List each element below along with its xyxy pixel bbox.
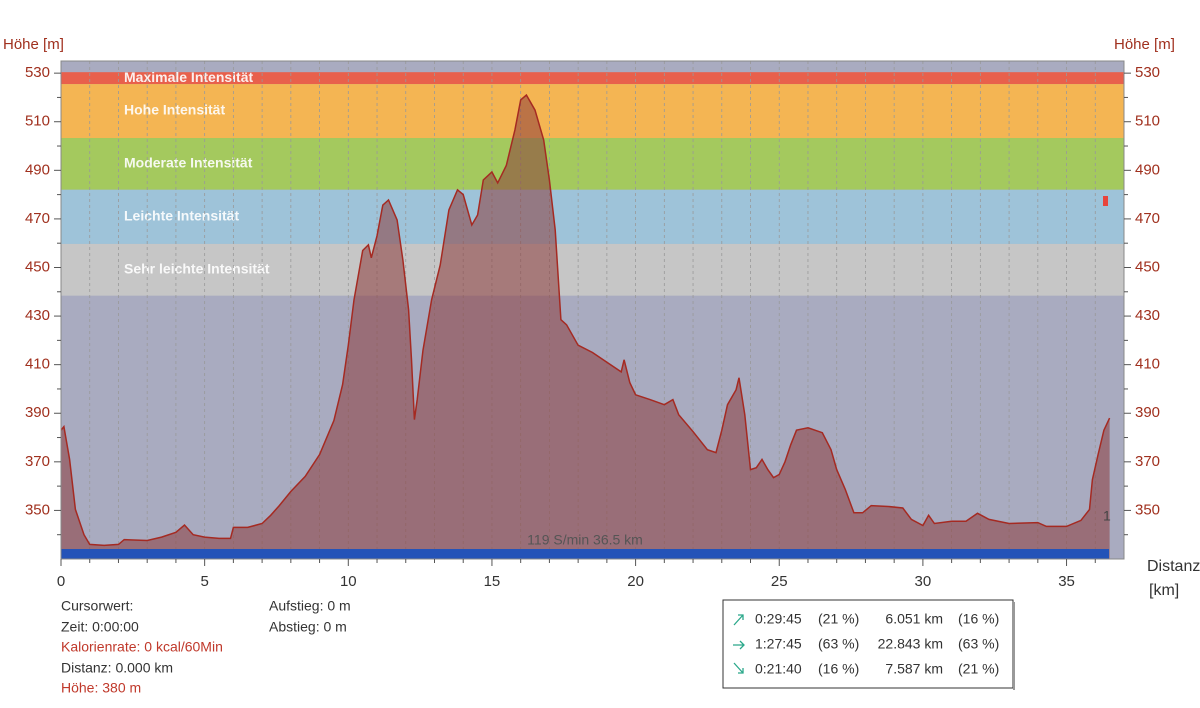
area-fill xyxy=(61,95,1110,559)
info-text: Cursorwert: xyxy=(61,598,133,614)
zone-band xyxy=(61,189,1124,244)
profile-line xyxy=(60,93,1111,547)
arrow-flat xyxy=(733,640,745,650)
stats-cell: (21 %) xyxy=(958,661,999,677)
stats-cell: 0:29:45 xyxy=(755,611,802,627)
arrow-up xyxy=(733,614,744,626)
x-tick-label: 15 xyxy=(484,573,501,590)
info-text: Distanz: 0.000 km xyxy=(61,660,173,676)
stats-cell: 7.587 km xyxy=(885,661,943,677)
x-tick-label: 0 xyxy=(57,573,65,590)
y-tick-label: 410 xyxy=(25,356,50,373)
info-text: Kalorienrate: 0 kcal/60Min xyxy=(61,639,223,655)
stats-cell: 0:21:40 xyxy=(755,661,802,677)
y-tick-label: 470 xyxy=(25,210,50,227)
zone-band xyxy=(61,138,1124,190)
y-axis-label: Höhe [m] xyxy=(3,36,64,53)
zone-band xyxy=(61,84,1124,139)
annotation: 119 S/min 36.5 km xyxy=(527,532,643,548)
y2-tick-label: 470 xyxy=(1135,210,1160,227)
y2-tick-label: 490 xyxy=(1135,161,1160,178)
stats-cell: (21 %) xyxy=(818,611,859,627)
y2-tick-label: 450 xyxy=(1135,258,1160,275)
y2-tick-label: 430 xyxy=(1135,307,1160,324)
zone-label: Sehr leichte Intensität xyxy=(124,260,270,276)
stats-cell: (63 %) xyxy=(958,636,999,652)
zone-label: Hohe Intensität xyxy=(124,102,225,118)
x-tick-label: 30 xyxy=(915,573,932,590)
y2-tick-label: 510 xyxy=(1135,113,1160,130)
x-axis-unit: [km] xyxy=(1149,582,1179,599)
y-tick-label: 370 xyxy=(25,453,50,470)
stats-cell: (63 %) xyxy=(818,636,859,652)
stats-table: 0:29:45 (21 %) 6.051 km (16 %) 1:27:45 (63 %)… xyxy=(755,611,999,677)
y-tick-label: 350 xyxy=(25,501,50,518)
zone-label: Maximale Intensität xyxy=(124,69,253,85)
stats-cell: 22.843 km xyxy=(878,636,943,652)
y2-tick-label: 410 xyxy=(1135,356,1160,373)
x-tick-label: 25 xyxy=(771,573,788,590)
profile xyxy=(60,93,1111,559)
stats-cell: (16 %) xyxy=(818,661,859,677)
arrow-down xyxy=(733,662,744,674)
marker-label: 1 xyxy=(1103,508,1111,524)
plot-frame xyxy=(60,60,1125,560)
distance-bar xyxy=(61,549,1109,559)
y2-axis-label: Höhe [m] xyxy=(1114,36,1175,53)
x-axis-label: Distanz xyxy=(1147,558,1200,575)
y-tick-label: 530 xyxy=(25,64,50,81)
info-text: Höhe: 380 m xyxy=(61,680,141,696)
stats-box xyxy=(722,599,1014,689)
y-tick-label: 390 xyxy=(25,404,50,421)
y-tick-label: 510 xyxy=(25,113,50,130)
stats-cell: 1:27:45 xyxy=(755,636,802,652)
stats-cell: 6.051 km xyxy=(885,611,943,627)
zone-label: Leichte Intensität xyxy=(124,208,239,224)
zone-label: Moderate Intensität xyxy=(124,155,253,171)
y2-tick-label: 370 xyxy=(1135,453,1160,470)
y-tick-label: 490 xyxy=(25,161,50,178)
arrows xyxy=(733,614,745,674)
zone-band xyxy=(61,72,1124,85)
info-text: Zeit: 0:00:00 xyxy=(61,619,139,635)
y2-tick-label: 390 xyxy=(1135,404,1160,421)
x-tick-label: 35 xyxy=(1058,573,1075,590)
y2-tick-label: 350 xyxy=(1135,501,1160,518)
y2-tick-label: 530 xyxy=(1135,64,1160,81)
x-tick-label: 20 xyxy=(627,573,644,590)
x-tick-label: 5 xyxy=(200,573,208,590)
info-text: Abstieg: 0 m xyxy=(269,619,347,635)
y-tick-label: 430 xyxy=(25,307,50,324)
stats-cell: (16 %) xyxy=(958,611,999,627)
y-tick-label: 450 xyxy=(25,258,50,275)
zone-band xyxy=(61,243,1124,296)
zones: Maximale Intensität Hohe Intensität Modera… xyxy=(61,69,1124,296)
x-tick-label: 10 xyxy=(340,573,357,590)
info-text: Aufstieg: 0 m xyxy=(269,598,351,614)
marker xyxy=(1103,196,1108,206)
